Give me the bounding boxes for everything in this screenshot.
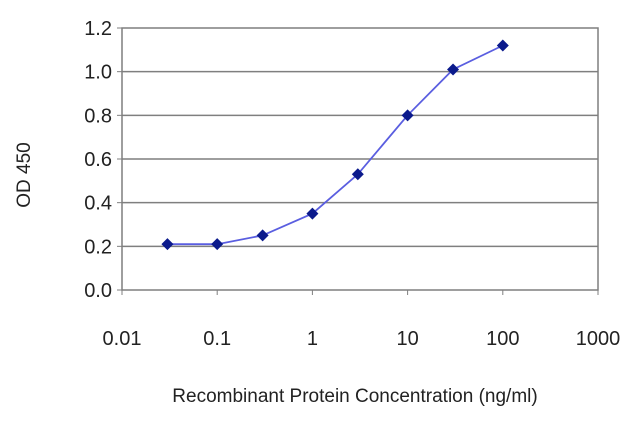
y-axis-title: OD 450 bbox=[14, 142, 35, 207]
y-tick-label-1: 0.2 bbox=[84, 236, 112, 258]
data-point-1 bbox=[211, 238, 224, 251]
x-tick-label-2: 1 bbox=[307, 328, 318, 350]
x-axis-title: Recombinant Protein Concentration (ng/ml… bbox=[172, 386, 537, 407]
data-point-2 bbox=[256, 229, 269, 242]
data-point-5 bbox=[401, 109, 414, 122]
y-axis-ticks: 0.0 0.2 0.4 0.6 0.8 1.0 1.2 bbox=[84, 18, 122, 302]
series-line bbox=[167, 44, 504, 246]
x-tick-label-0: 0.01 bbox=[103, 328, 142, 350]
data-point-4 bbox=[351, 168, 364, 181]
data-point-3 bbox=[306, 207, 319, 220]
y-tick-label-2: 0.4 bbox=[84, 193, 112, 215]
data-point-6 bbox=[447, 63, 460, 76]
series-markers bbox=[161, 39, 509, 251]
y-tick-label-4: 0.8 bbox=[84, 105, 112, 127]
x-tick-label-4: 100 bbox=[486, 328, 519, 350]
gridlines bbox=[122, 70, 598, 248]
x-tick-label-5: 1000 bbox=[576, 328, 621, 350]
x-tick-label-1: 0.1 bbox=[203, 328, 231, 350]
data-point-7 bbox=[496, 39, 509, 52]
y-tick-label-5: 1.0 bbox=[84, 62, 112, 84]
data-point-0 bbox=[161, 238, 174, 251]
x-tick-label-3: 10 bbox=[396, 328, 418, 350]
y-tick-label-3: 0.6 bbox=[84, 149, 112, 171]
y-tick-label-0: 0.0 bbox=[84, 280, 112, 302]
y-tick-label-6: 1.2 bbox=[84, 18, 112, 40]
x-axis-ticks: 0.01 0.1 1 10 100 1000 bbox=[103, 290, 621, 350]
